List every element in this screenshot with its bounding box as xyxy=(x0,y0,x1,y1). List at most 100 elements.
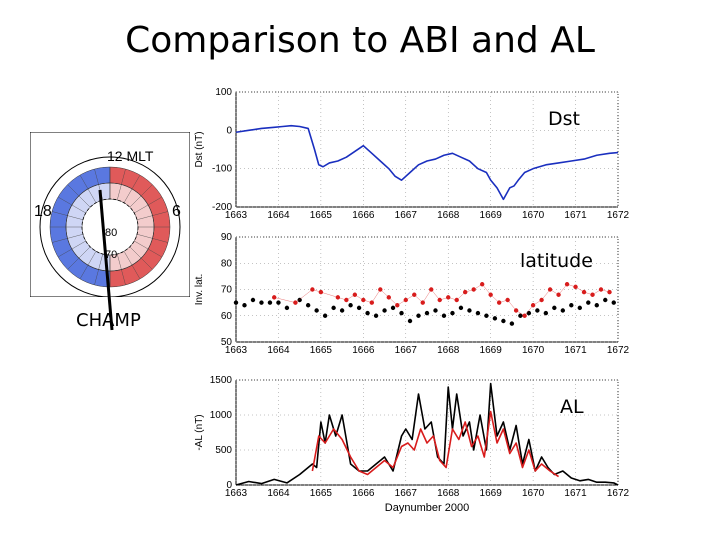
data-point xyxy=(352,292,358,297)
data-point xyxy=(297,297,302,303)
y-tick-label: 50 xyxy=(221,337,233,348)
data-point xyxy=(259,300,264,305)
data-point xyxy=(552,305,557,311)
data-point xyxy=(284,305,290,311)
panel-label-al: AL xyxy=(560,396,584,418)
x-tick-label: 1664 xyxy=(267,488,290,499)
data-point xyxy=(378,287,383,292)
data-point xyxy=(395,303,400,308)
data-point xyxy=(322,313,328,318)
x-tick-label: 1665 xyxy=(310,488,333,499)
x-tick-label: 1669 xyxy=(480,345,503,356)
y-tick-label: 80 xyxy=(221,258,233,269)
data-point xyxy=(386,295,391,300)
chart-panel-0: 1663 1664 1665 1666 1667 1668 1669 1670 1671 1672… xyxy=(194,87,630,221)
data-point xyxy=(586,300,591,305)
data-point xyxy=(361,297,366,303)
x-tick-label: 1666 xyxy=(352,345,375,356)
data-point xyxy=(458,305,464,311)
chart-panel-2: 1663 1664 1665 1666 1667 1668 1669 1670 1671 1672… xyxy=(194,375,630,514)
data-point xyxy=(581,289,587,295)
data-point xyxy=(407,318,413,324)
dial-top-label: 12 MLT xyxy=(107,148,154,164)
data-point xyxy=(420,300,425,305)
x-tick-label: 1667 xyxy=(395,488,418,499)
y-tick-label: 1500 xyxy=(210,375,233,386)
chart-panel-1: 1663 1664 1665 1666 1667 1668 1669 1670 1671 1672… xyxy=(194,232,630,356)
dial-right-label: 6 xyxy=(172,203,181,220)
data-point xyxy=(479,282,485,287)
data-point xyxy=(446,295,451,300)
data-point xyxy=(293,300,298,305)
data-point xyxy=(382,308,387,313)
data-point xyxy=(250,297,256,303)
data-point xyxy=(276,300,281,305)
data-point xyxy=(518,313,523,318)
data-point xyxy=(569,303,574,308)
data-point xyxy=(492,316,498,321)
data-point xyxy=(535,308,540,313)
x-tick-label: 1664 xyxy=(267,345,290,356)
x-tick-label: 1669 xyxy=(480,210,503,221)
data-point xyxy=(484,313,489,318)
data-point xyxy=(305,303,311,308)
data-point xyxy=(373,313,379,318)
data-point xyxy=(603,297,608,303)
data-point xyxy=(471,287,476,292)
data-point xyxy=(467,308,472,313)
data-point xyxy=(267,300,273,305)
x-tick-label: 1667 xyxy=(395,345,418,356)
y-tick-label: 90 xyxy=(221,232,233,243)
data-point xyxy=(318,289,324,295)
charts-container: 1663 1664 1665 1666 1667 1668 1669 1670 1671 1672… xyxy=(194,87,630,514)
data-point xyxy=(530,303,536,308)
x-tick-label: 1671 xyxy=(564,210,587,221)
data-point xyxy=(441,313,447,318)
data-point xyxy=(475,310,481,316)
data-point xyxy=(233,300,239,305)
data-point xyxy=(365,310,370,316)
data-point xyxy=(522,313,527,318)
x-tick-label: 1667 xyxy=(395,210,418,221)
x-tick-label: 1670 xyxy=(522,210,545,221)
series-line-0 xyxy=(235,124,619,201)
data-point xyxy=(348,303,353,308)
data-point xyxy=(509,321,515,326)
y-tick-label: 500 xyxy=(215,445,232,456)
data-point xyxy=(543,310,549,316)
y-tick-label: 60 xyxy=(221,311,233,322)
y-axis-label: -AL (nT) xyxy=(194,414,205,450)
x-tick-label: 1664 xyxy=(267,210,290,221)
dial-grid-circle xyxy=(65,182,155,272)
dial-ring-label-inner: 80 xyxy=(105,227,117,239)
y-tick-label: 0 xyxy=(226,125,232,136)
x-tick-label: 1669 xyxy=(480,488,503,499)
data-point xyxy=(505,297,510,303)
y-axis-label: Inv. lat. xyxy=(194,274,205,306)
data-point xyxy=(577,305,582,311)
y-tick-label: 70 xyxy=(221,285,233,296)
data-point xyxy=(369,300,375,305)
data-point xyxy=(331,305,336,311)
x-tick-label: 1665 xyxy=(310,345,333,356)
data-point xyxy=(573,284,578,290)
data-point xyxy=(594,303,599,308)
x-tick-label: 1672 xyxy=(607,210,630,221)
data-point xyxy=(463,289,468,295)
y-tick-label: 1000 xyxy=(210,410,233,421)
data-point xyxy=(242,303,247,308)
data-point xyxy=(590,292,595,297)
data-point xyxy=(412,292,417,297)
data-point xyxy=(399,310,404,316)
data-point xyxy=(598,287,604,292)
data-point xyxy=(339,308,345,313)
series-line-0 xyxy=(235,382,619,486)
champ-track xyxy=(98,189,114,331)
data-point xyxy=(454,297,459,303)
data-point xyxy=(314,308,319,313)
y-axis-label: Dst (nT) xyxy=(194,131,205,167)
data-point xyxy=(403,297,408,303)
data-point xyxy=(560,308,566,313)
y-tick-label: 100 xyxy=(215,87,232,98)
